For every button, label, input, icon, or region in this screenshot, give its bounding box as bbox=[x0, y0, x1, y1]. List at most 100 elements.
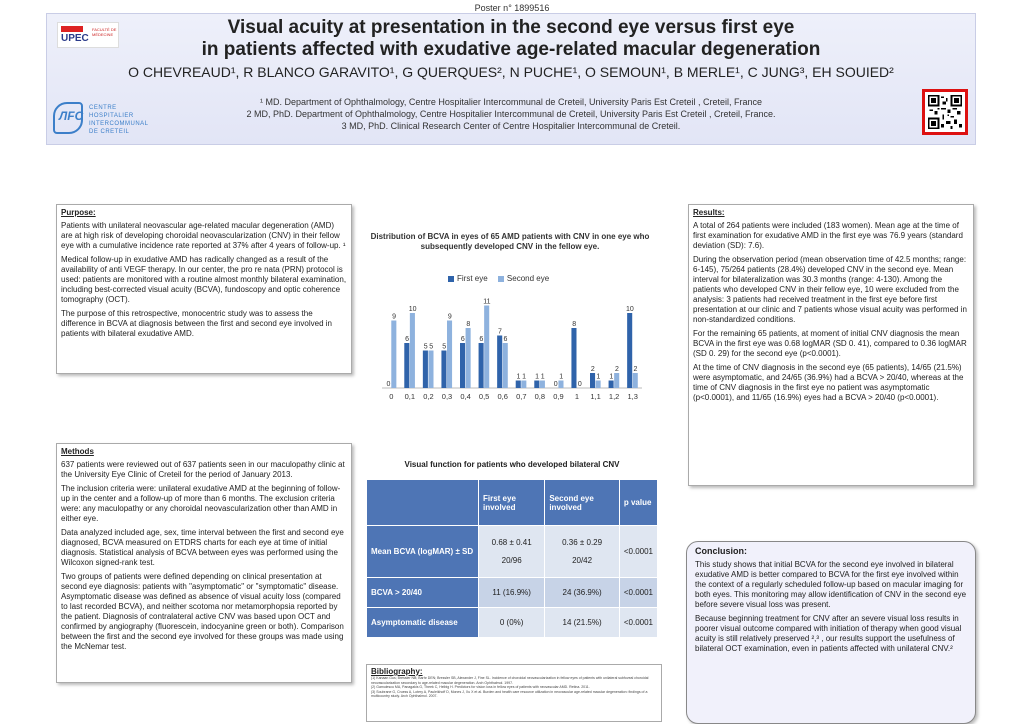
x-tick-label: 1,2 bbox=[609, 392, 619, 401]
bibliography-entry: (1) Kanaan Gus; Bressler NB; Barhr DEN; … bbox=[371, 676, 649, 685]
purpose-paragraph: Patients with unilateral neovascular age… bbox=[61, 221, 346, 250]
bar-first-eye bbox=[497, 335, 503, 388]
table-header-cell: p value bbox=[618, 479, 659, 526]
data-label: 7 bbox=[498, 329, 502, 336]
results-section: Results: A total of 264 patients were in… bbox=[688, 204, 974, 486]
bar-first-eye bbox=[441, 350, 447, 388]
bar-first-eye bbox=[515, 380, 521, 388]
methods-paragraph: Data analyzed included age, sex, time in… bbox=[61, 528, 344, 567]
conclusion-paragraph: Because beginning treatment for CNV afte… bbox=[695, 614, 962, 653]
data-label: 6 bbox=[461, 336, 465, 343]
chi-creteil-logo: ЛFC CENTRE HOSPITALIER INTERCOMMUNAL DE … bbox=[53, 102, 148, 136]
bar-first-eye bbox=[608, 380, 614, 388]
visual-function-table: First eye involved Second eye involved p… bbox=[366, 479, 659, 638]
bibliography-entry: (2) Gamulescu MA, Panagakis G, Theek C, … bbox=[371, 685, 590, 689]
x-tick-label: 0,4 bbox=[460, 392, 470, 401]
table-row: Asymptomatic disease 0 (0%) 14 (21.5%) <… bbox=[366, 607, 659, 638]
table-cell: <0.0001 bbox=[618, 607, 659, 638]
authors: O CHEVREAUD¹, R BLANCO GARAVITO¹, G QUER… bbox=[128, 64, 894, 80]
bar-second-eye bbox=[632, 373, 638, 388]
data-label: 2 bbox=[591, 366, 595, 373]
methods-heading: Methods bbox=[61, 447, 94, 456]
results-paragraph: During the observation period (mean obse… bbox=[693, 255, 967, 324]
results-paragraph: At the time of CNV diagnosis in the seco… bbox=[693, 363, 964, 402]
data-label: 5 bbox=[429, 344, 433, 351]
data-label: 10 bbox=[409, 306, 417, 313]
table-row-header: BCVA > 20/40 bbox=[366, 577, 479, 608]
methods-paragraph: The inclusion criteria were: unilateral … bbox=[61, 484, 341, 523]
bar-first-eye bbox=[571, 328, 577, 388]
bar-second-eye bbox=[409, 313, 415, 388]
table-row-header: Mean BCVA (logMAR) ± SD bbox=[366, 525, 479, 578]
data-label: 2 bbox=[615, 366, 619, 373]
table-cell: 24 (36.9%) bbox=[544, 577, 620, 608]
x-tick-label: 0,9 bbox=[553, 392, 563, 401]
bcva-distribution-chart: Distribution of BCVA in eyes of 65 AMD p… bbox=[370, 232, 650, 412]
data-label: 1 bbox=[517, 374, 521, 381]
table-row: BCVA > 20/40 11 (16.9%) 24 (36.9%) <0.00… bbox=[366, 577, 659, 608]
bibliography-entry: (3) Soubrane G, Cruess A, Lotery A, Paul… bbox=[371, 689, 648, 699]
chart-title: Distribution of BCVA in eyes of 65 AMD p… bbox=[370, 232, 650, 251]
bar-first-eye bbox=[627, 313, 633, 388]
poster-title: Visual acuity at presentation in the sec… bbox=[201, 17, 821, 60]
data-label: 0 bbox=[578, 381, 582, 388]
table-cell: 0.36 ± 0.29 20/42 bbox=[544, 525, 620, 578]
x-tick-label: 0,7 bbox=[516, 392, 526, 401]
bar-second-eye bbox=[447, 320, 453, 388]
bar-first-eye bbox=[590, 373, 596, 388]
data-label: 5 bbox=[424, 344, 428, 351]
bar-second-eye bbox=[391, 320, 397, 388]
x-tick-label: 1 bbox=[575, 392, 579, 401]
bar-first-eye bbox=[534, 380, 540, 388]
bar-second-eye bbox=[521, 380, 527, 388]
data-label: 1 bbox=[609, 374, 613, 381]
data-label: 1 bbox=[596, 374, 600, 381]
table-row-header: Asymptomatic disease bbox=[366, 607, 479, 638]
table-cell: 0 (0%) bbox=[477, 607, 546, 638]
bibliography-section: Bibliography: (1) Kanaan Gus; Bressler N… bbox=[366, 664, 662, 722]
table-row: Mean BCVA (logMAR) ± SD 0.68 ± 0.41 20/9… bbox=[366, 525, 659, 578]
bar-second-eye bbox=[465, 328, 471, 388]
data-label: 8 bbox=[572, 321, 576, 328]
methods-paragraph: Two groups of patients were defined depe… bbox=[61, 572, 344, 651]
data-label: 11 bbox=[483, 299, 490, 306]
bar-second-eye bbox=[502, 343, 508, 388]
data-label: 10 bbox=[626, 306, 634, 313]
bar-second-eye bbox=[539, 380, 545, 388]
data-label: 0 bbox=[387, 381, 391, 388]
data-label: 1 bbox=[535, 374, 539, 381]
legend-item-second-eye: Second eye bbox=[497, 274, 549, 283]
qr-code-icon[interactable] bbox=[922, 89, 968, 135]
conclusion-section: Conclusion: This study shows that initia… bbox=[686, 541, 976, 724]
x-tick-label: 0,6 bbox=[497, 392, 507, 401]
x-tick-label: 0,3 bbox=[442, 392, 452, 401]
poster-header: UPEC FACULTÉ DE MÉDECINE Visual acuity a… bbox=[46, 13, 976, 145]
bibliography-heading: Bibliography: bbox=[371, 667, 423, 676]
table-cell: 0.68 ± 0.41 20/96 bbox=[477, 525, 546, 578]
data-label: 6 bbox=[479, 336, 483, 343]
data-label: 9 bbox=[448, 314, 452, 321]
data-label: 8 bbox=[466, 321, 470, 328]
conclusion-heading: Conclusion: bbox=[695, 546, 747, 556]
bar-second-eye bbox=[595, 380, 601, 388]
results-heading: Results: bbox=[693, 208, 725, 217]
table-title: Visual function for patients who develop… bbox=[404, 460, 620, 469]
data-label: 0 bbox=[554, 381, 558, 388]
table-header-cell: Second eye involved bbox=[544, 479, 620, 526]
x-tick-label: 0,2 bbox=[423, 392, 433, 401]
bar-second-eye bbox=[428, 350, 434, 388]
data-label: 6 bbox=[405, 336, 409, 343]
data-label: 1 bbox=[559, 374, 563, 381]
x-tick-label: 1,1 bbox=[590, 392, 600, 401]
purpose-paragraph: The purpose of this retrospective, monoc… bbox=[61, 309, 332, 338]
table-cell: 14 (21.5%) bbox=[544, 607, 620, 638]
x-tick-label: 0,5 bbox=[479, 392, 489, 401]
bar-first-eye bbox=[460, 343, 466, 388]
bar-second-eye bbox=[484, 305, 490, 388]
purpose-heading: Purpose: bbox=[61, 208, 96, 217]
poster-number: Poster n° 1899516 bbox=[474, 3, 550, 13]
data-label: 1 bbox=[541, 374, 545, 381]
bar-second-eye bbox=[558, 380, 564, 388]
bar-second-eye bbox=[614, 373, 620, 388]
